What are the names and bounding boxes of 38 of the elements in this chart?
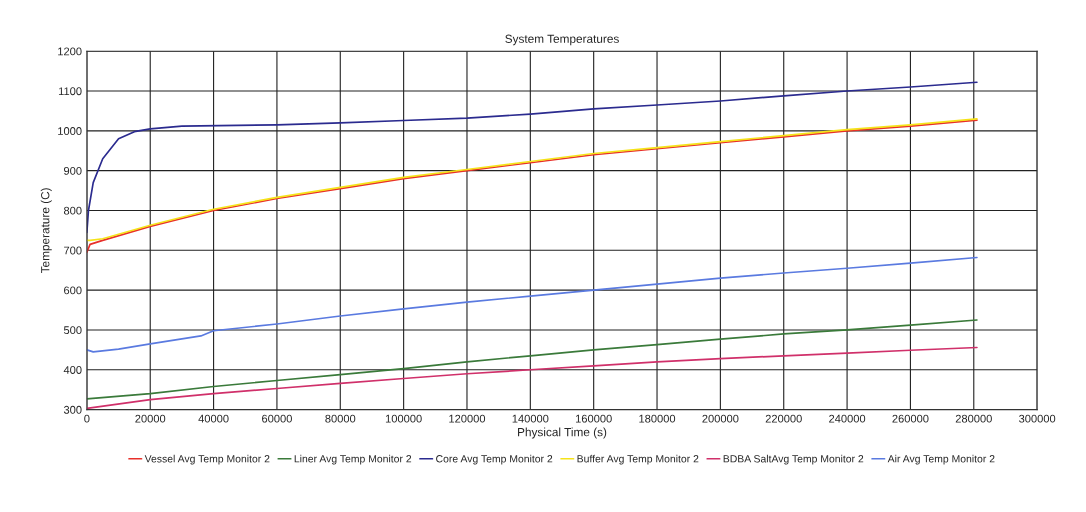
line-series xyxy=(86,346,978,410)
chart-title: System Temperatures xyxy=(505,34,619,46)
y-axis-title: Temperature (C) xyxy=(40,188,52,274)
legend-label: Liner Avg Temp Monitor 2 xyxy=(294,454,412,465)
x-tick-label: 0 xyxy=(84,414,90,423)
x-tick-label: 140000 xyxy=(512,414,549,423)
y-tick-label: 300 xyxy=(63,405,82,414)
legend-label: BDBA SaltAvg Temp Monitor 2 xyxy=(723,454,864,465)
y-tick-label: 400 xyxy=(63,366,82,374)
x-tick-label: 20000 xyxy=(135,414,166,423)
legend-label: Buffer Avg Temp Monitor 2 xyxy=(577,454,699,465)
x-tick-label: 80000 xyxy=(325,414,356,423)
x-tick-label: 200000 xyxy=(702,414,739,423)
y-tick-label: 500 xyxy=(63,326,82,335)
x-axis-title: Physical Time (s) xyxy=(518,427,607,439)
line-series xyxy=(86,256,978,353)
y-tick-label: 1000 xyxy=(58,127,82,135)
x-tick-label: 260000 xyxy=(892,414,929,423)
y-tick-label: 700 xyxy=(64,246,82,255)
y-tick-label: 600 xyxy=(64,286,82,295)
legend-label: Core Avg Temp Monitor 2 xyxy=(436,454,553,465)
y-tick-label: 1200 xyxy=(58,47,82,56)
legend-label: Air Avg Temp Monitor 2 xyxy=(887,454,995,465)
x-tick-label: 120000 xyxy=(449,414,486,423)
x-tick-label: 160000 xyxy=(575,414,612,423)
y-tick-label: 900 xyxy=(64,166,82,175)
line-series xyxy=(86,319,978,400)
x-tick-label: 40000 xyxy=(198,414,229,423)
x-tick-label: 220000 xyxy=(765,414,802,423)
x-tick-label: 180000 xyxy=(639,414,676,423)
legend-label: Vessel Avg Temp Monitor 2 xyxy=(144,454,270,465)
x-tick-label: 100000 xyxy=(385,414,422,423)
x-tick-label: 300000 xyxy=(1019,414,1056,423)
x-tick-label: 60000 xyxy=(262,414,292,423)
x-tick-label: 240000 xyxy=(829,414,866,423)
x-tick-label: 280000 xyxy=(955,414,992,423)
y-tick-label: 1100 xyxy=(58,87,82,96)
y-tick-label: 800 xyxy=(63,206,82,215)
